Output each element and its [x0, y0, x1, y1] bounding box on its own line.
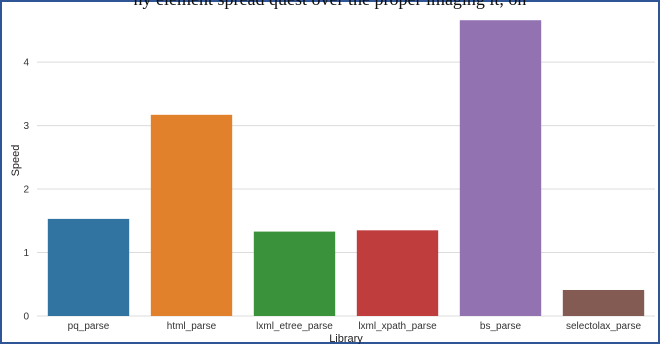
y-tick-label: 1: [23, 248, 29, 259]
bar-html_parse: [150, 114, 233, 317]
x-axis-title: Library: [329, 333, 363, 344]
y-axis-title: Speed: [10, 145, 22, 177]
x-tick-label: bs_parse: [480, 321, 522, 332]
y-tick-label: 2: [23, 185, 29, 196]
x-tick-labels: pq_parse html_parse lxml_etree_parse lxml_x…: [68, 321, 642, 332]
y-tick-label: 3: [23, 121, 29, 132]
y-tick-label: 4: [23, 58, 29, 69]
x-tick-label: lxml_etree_parse: [256, 321, 333, 332]
y-tick-labels: 0 1 2 3 4: [23, 58, 29, 323]
bar-bs_parse: [459, 20, 542, 316]
x-tick-label: pq_parse: [68, 321, 110, 332]
bar-lxml_etree_parse: [253, 231, 336, 316]
cropped-caption-text: ny element spread quest over the proper …: [0, 0, 660, 10]
bar-lxml_xpath_parse: [356, 230, 439, 316]
bar-selectolax_parse: [562, 289, 645, 316]
y-tick-label: 0: [23, 312, 29, 323]
x-tick-label: selectolax_parse: [566, 321, 641, 332]
gridlines: [37, 61, 655, 317]
bars: [47, 20, 645, 317]
bar-pq_parse: [47, 218, 130, 316]
x-tick-label: lxml_xpath_parse: [358, 321, 437, 332]
x-tick-label: html_parse: [167, 321, 217, 332]
